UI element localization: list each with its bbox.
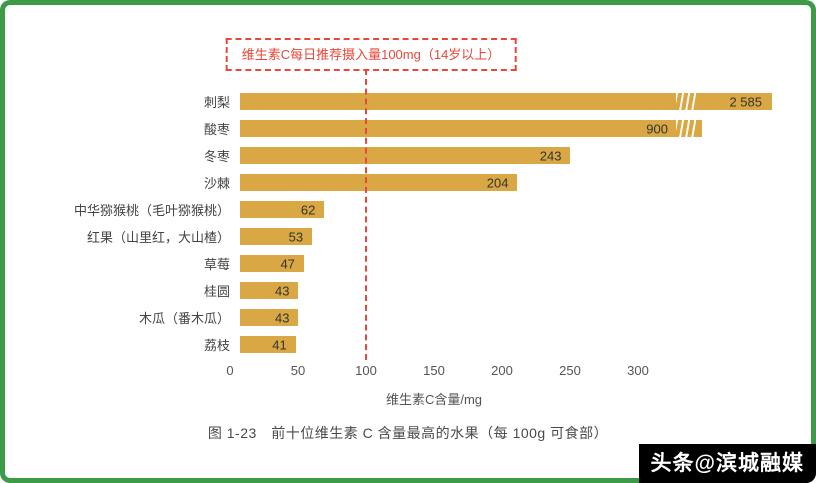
x-tick-label: 250	[559, 363, 581, 378]
value-label: 243	[539, 148, 562, 163]
category-label: 冬枣	[203, 149, 230, 164]
recommended-intake-annotation: 维生素C每日推荐摄入量100mg（14岁以上）	[225, 38, 517, 71]
bar: 2 585	[240, 93, 772, 110]
reference-line-100mg	[365, 69, 367, 360]
bar: 47	[240, 255, 304, 272]
bar: 243	[240, 147, 571, 164]
chart-panel: 维生素C每日推荐摄入量100mg（14岁以上） 刺梨 2 585 酸枣 900 冬枣 24…	[5, 5, 811, 478]
bar: 900	[240, 120, 702, 137]
bar-row: 酸枣 900	[20, 115, 793, 142]
bar-track: 43	[240, 309, 793, 326]
x-tick-label: 100	[355, 363, 377, 378]
bar-row: 冬枣 243	[20, 142, 793, 169]
bar-row: 中华猕猴桃（毛叶猕猴桃） 62	[20, 196, 793, 223]
x-axis-ticks: 0 50 100 150 200 250 300	[226, 363, 670, 379]
x-tick-label: 50	[290, 363, 306, 378]
x-tick-label: 0	[226, 363, 234, 378]
axis-break-marks	[676, 93, 696, 110]
bar-row: 草莓 47	[20, 250, 793, 277]
x-tick-label: 300	[627, 363, 649, 378]
value-label: 43	[275, 310, 290, 325]
bar-track: 47	[240, 255, 793, 272]
value-label: 62	[300, 202, 316, 217]
bar-row: 荔枝 41	[20, 331, 793, 358]
bar-row: 刺梨 2 585	[20, 88, 793, 115]
value-label: 43	[275, 283, 290, 298]
bar-track: 43	[240, 282, 793, 299]
watermark: 头条@滨城融媒	[638, 444, 816, 483]
category-label: 荔枝	[203, 338, 230, 353]
bar: 62	[240, 201, 325, 218]
category-label: 酸枣	[203, 122, 230, 137]
bar-track: 243	[240, 147, 793, 164]
axis-break-marks	[676, 120, 696, 137]
category-label: 红果（山里红，大山楂）	[86, 230, 230, 245]
bar-row: 桂圆 43	[20, 277, 793, 304]
bar: 43	[240, 309, 299, 326]
x-tick-label: 150	[423, 363, 445, 378]
category-label: 草莓	[203, 257, 230, 272]
bar-track: 204	[240, 174, 793, 191]
bar: 41	[240, 336, 296, 353]
value-label: 2 585	[729, 94, 762, 109]
figure-caption: 图 1-23 前十位维生素 C 含量最高的水果（每 100g 可食部）	[207, 425, 609, 441]
category-label: 木瓜（番木瓜）	[138, 311, 230, 326]
bar-track: 62	[240, 201, 793, 218]
category-label: 刺梨	[203, 95, 230, 110]
category-label: 桂圆	[203, 284, 230, 299]
bar: 204	[240, 174, 518, 191]
category-label: 中华猕猴桃（毛叶猕猴桃）	[73, 203, 230, 218]
value-label: 204	[486, 175, 509, 190]
value-label: 47	[280, 256, 295, 271]
bar-track: 2 585	[240, 93, 793, 110]
value-label: 53	[288, 229, 304, 244]
bar: 43	[240, 282, 299, 299]
bar-track: 53	[240, 228, 793, 245]
bar-row: 沙棘 204	[20, 169, 793, 196]
value-label: 41	[272, 337, 287, 352]
bar: 53	[240, 228, 313, 245]
x-tick-label: 200	[491, 363, 513, 378]
bar-rows: 刺梨 2 585 酸枣 900 冬枣 243 沙棘 204 中华猕猴桃（毛叶猕猴桃） 62 红果（山…	[20, 88, 793, 358]
bar-track: 900	[240, 120, 793, 137]
category-label: 沙棘	[203, 176, 230, 191]
value-label: 900	[646, 121, 668, 136]
bar-row: 木瓜（番木瓜） 43	[20, 304, 793, 331]
x-axis-title: 维生素C含量/mg	[385, 392, 483, 407]
bar-track: 41	[240, 336, 793, 353]
bar-row: 红果（山里红，大山楂） 53	[20, 223, 793, 250]
